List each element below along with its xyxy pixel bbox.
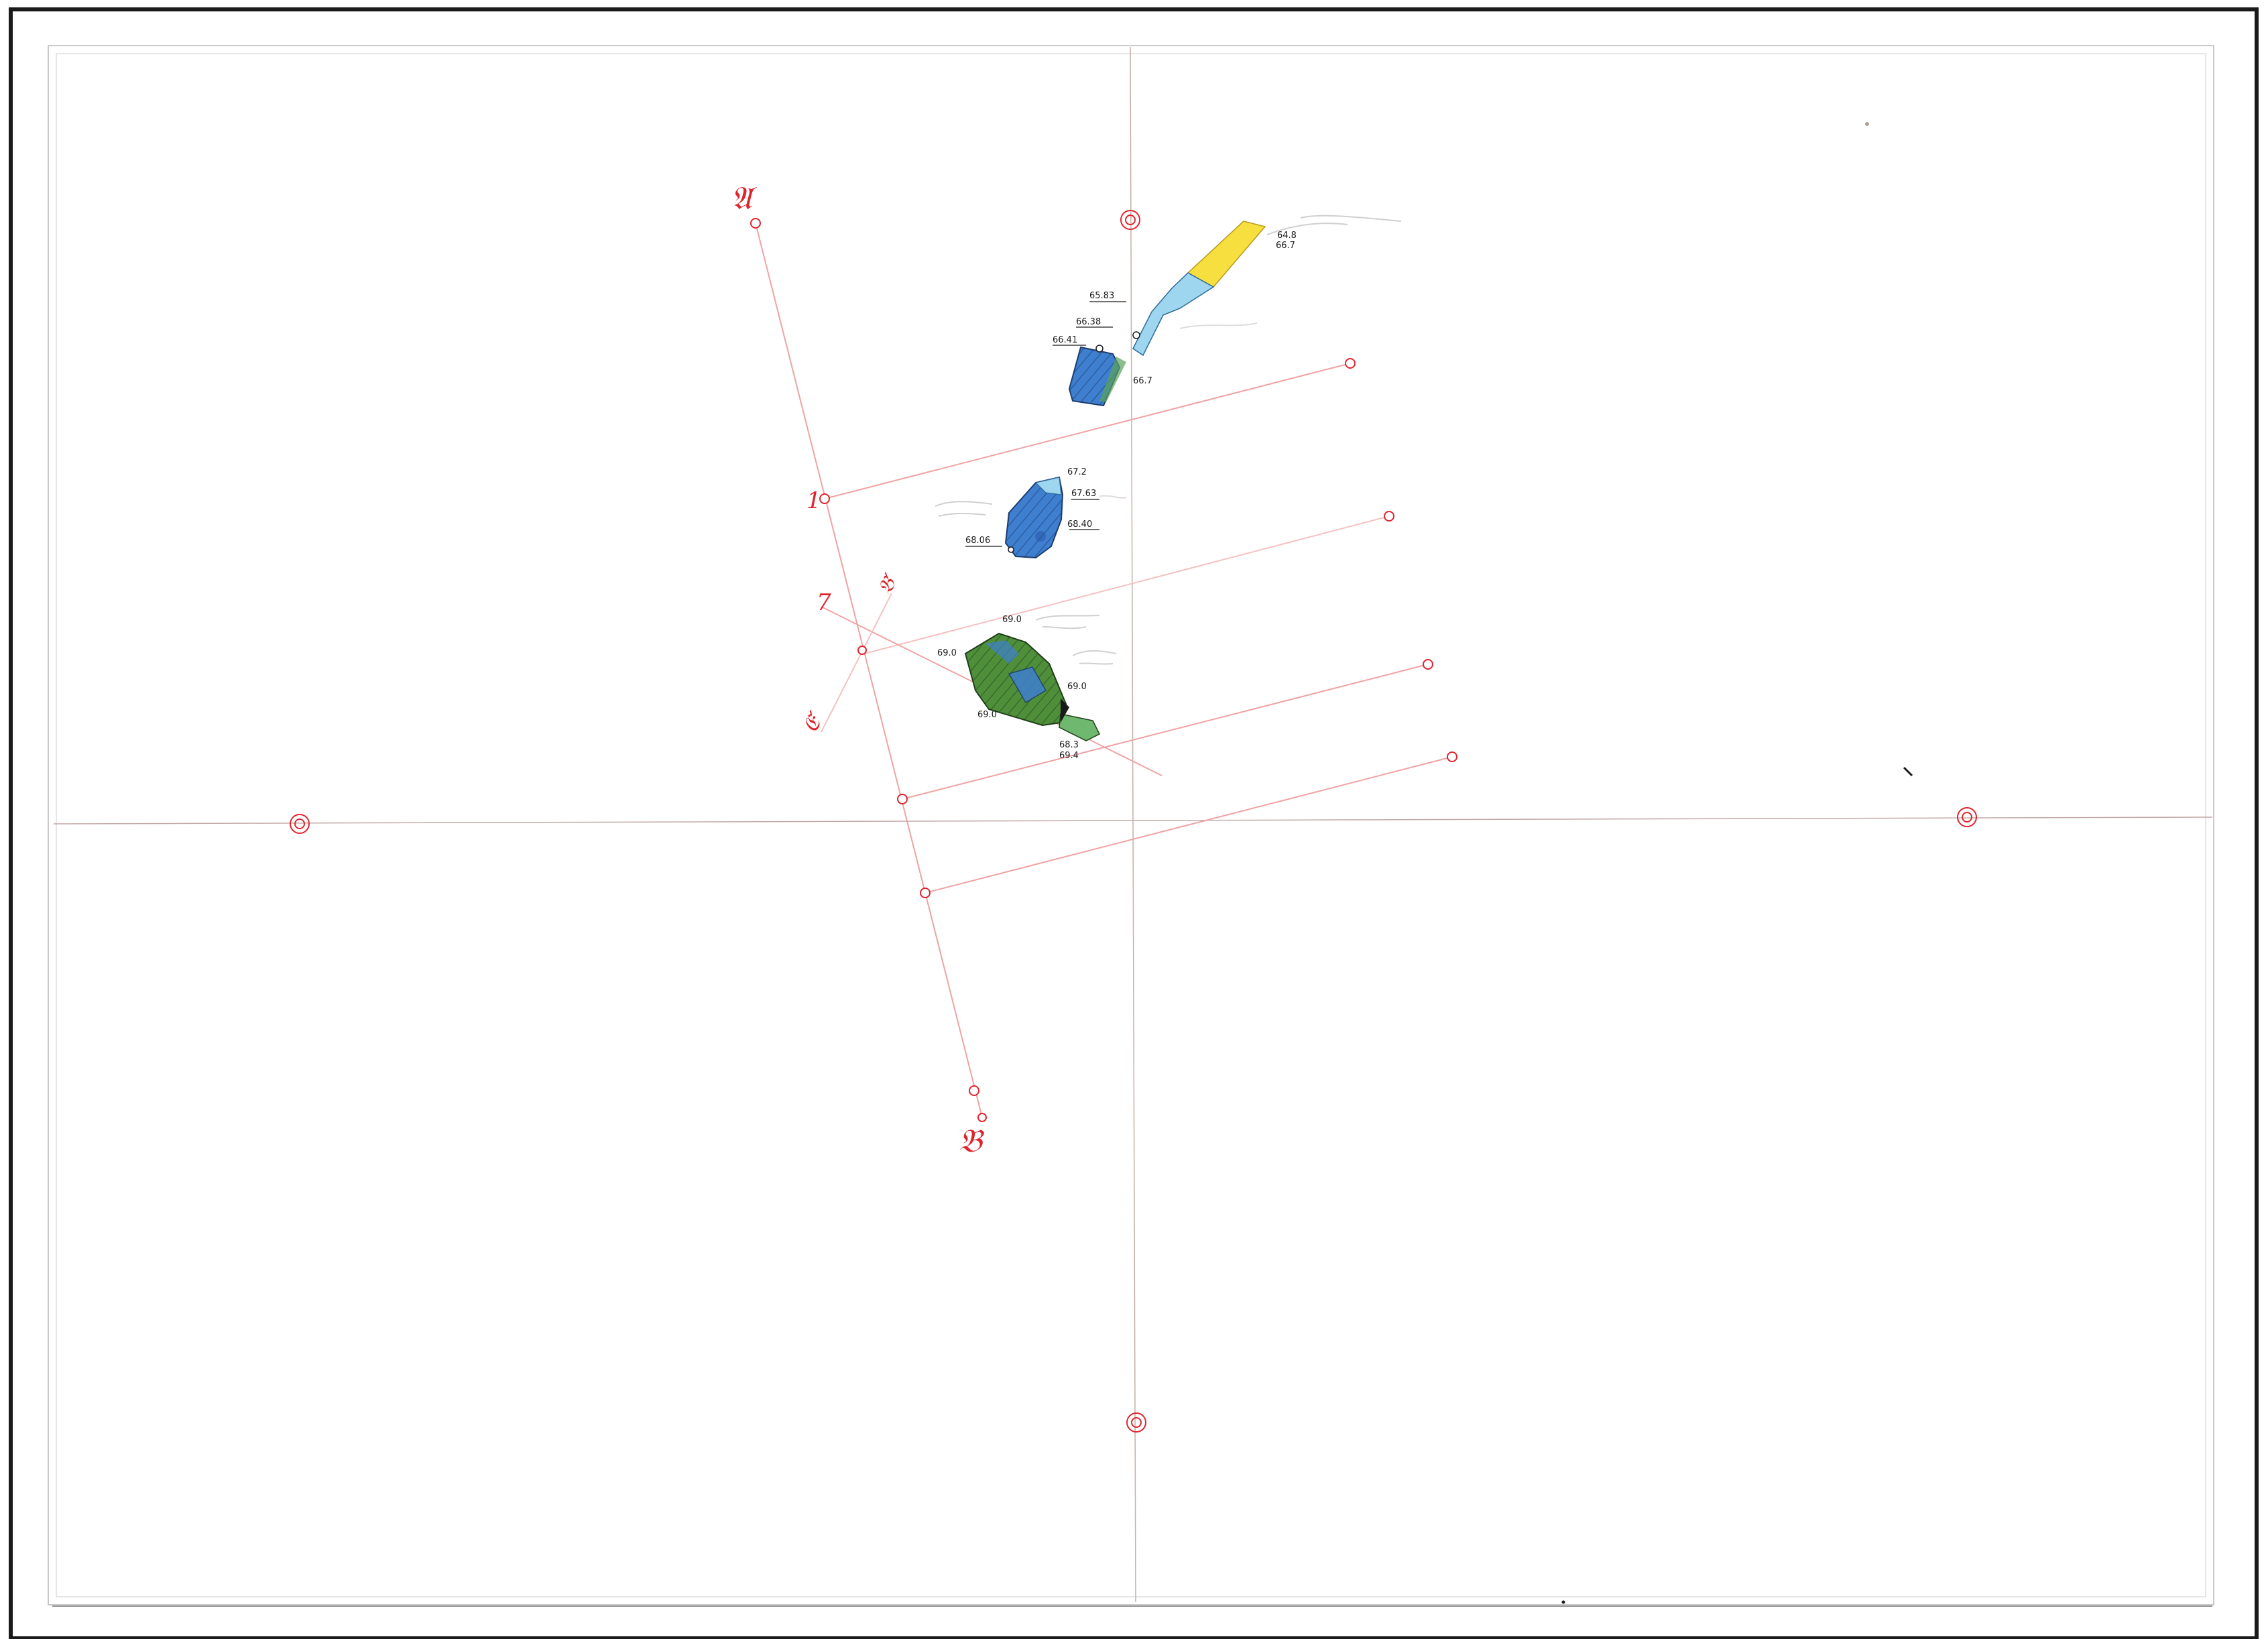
station-b bbox=[969, 1085, 979, 1096]
elev-middle-left: 68.06 bbox=[965, 536, 990, 546]
elev-lower-right: 69.0 bbox=[1067, 682, 1087, 692]
offset-1-start bbox=[819, 493, 830, 504]
elev-middle-right-b: 68.40 bbox=[1067, 520, 1092, 530]
elev-upper-top-a: 64.8 bbox=[1277, 231, 1297, 241]
station-b-end bbox=[977, 1113, 987, 1122]
inner-border-outer bbox=[48, 45, 2214, 1605]
offset-3-start bbox=[897, 794, 908, 804]
pencil-note-lower bbox=[1035, 615, 1100, 629]
offset-line-1 bbox=[824, 363, 1351, 499]
offset-line-2 bbox=[864, 515, 1390, 654]
elev-upper-top-b: 66.7 bbox=[1276, 241, 1295, 251]
elev-lower-bottom-a: 68.3 bbox=[1059, 740, 1079, 750]
pencil-note-upper bbox=[1266, 215, 1402, 235]
paper-speck bbox=[1865, 122, 1869, 126]
offset-4-start bbox=[920, 888, 931, 898]
offset-line-4 bbox=[924, 756, 1453, 894]
elev-upper-bottom: 66.7 bbox=[1133, 376, 1152, 386]
offset-1-end bbox=[1345, 358, 1356, 369]
label-seven: 7 bbox=[817, 589, 831, 616]
shaft-lower bbox=[964, 632, 1101, 741]
sight-line-bprime bbox=[821, 593, 892, 733]
sheet-frame bbox=[9, 7, 2259, 1639]
axis-marker-left bbox=[290, 814, 310, 834]
pencil-note-lower-2 bbox=[1072, 650, 1117, 665]
label-one: 1 bbox=[807, 487, 821, 514]
pencil-note-middle bbox=[935, 501, 993, 517]
offset-line-3 bbox=[902, 664, 1429, 800]
axis-marker-right bbox=[1957, 807, 1977, 827]
elev-upper-landing: 65.83 bbox=[1089, 291, 1114, 301]
axis-marker-top bbox=[1120, 210, 1140, 230]
offset-2-end bbox=[1384, 511, 1394, 522]
inner-border-inner bbox=[56, 53, 2206, 1597]
elev-middle-top: 67.2 bbox=[1067, 467, 1087, 477]
elev-upper-left: 66.41 bbox=[1053, 335, 1077, 345]
shaft-upper-light bbox=[1132, 272, 1215, 357]
axis-marker-bottom bbox=[1126, 1412, 1146, 1433]
station-junction bbox=[857, 646, 867, 655]
paper-mark bbox=[1903, 766, 1913, 777]
pencil-note-middle-2 bbox=[1099, 495, 1127, 499]
label-b: 𝔅 bbox=[959, 1122, 985, 1160]
offset-3-end bbox=[1423, 659, 1433, 670]
station-a bbox=[750, 218, 761, 229]
elev-upper-step: 66.38 bbox=[1076, 317, 1101, 327]
label-c-prime: 𝔈′ bbox=[796, 707, 829, 738]
label-b-prime: 𝔅′ bbox=[874, 570, 904, 598]
shaft-lower-tail bbox=[1059, 713, 1101, 741]
elev-lower-bottom-left: 69.0 bbox=[977, 710, 997, 720]
offset-4-end bbox=[1447, 751, 1457, 762]
traverse-line-ab bbox=[755, 223, 983, 1118]
axis-vertical bbox=[1130, 46, 1136, 1603]
elev-lower-bottom-b: 69.4 bbox=[1059, 751, 1079, 761]
shaft-middle bbox=[1004, 476, 1064, 559]
label-a: 𝔄 bbox=[731, 180, 757, 217]
elev-middle-right-a: 67.63 bbox=[1071, 489, 1096, 499]
elev-lower-top: 69.0 bbox=[1002, 615, 1022, 625]
shaft-upper bbox=[1068, 221, 1266, 407]
pencil-note-upper-2 bbox=[1179, 322, 1258, 329]
paper-speck-2 bbox=[1561, 1600, 1565, 1604]
elev-lower-left: 69.0 bbox=[937, 648, 957, 658]
shaft-upper-yellow bbox=[1187, 221, 1266, 288]
axis-horizontal bbox=[53, 816, 2213, 825]
